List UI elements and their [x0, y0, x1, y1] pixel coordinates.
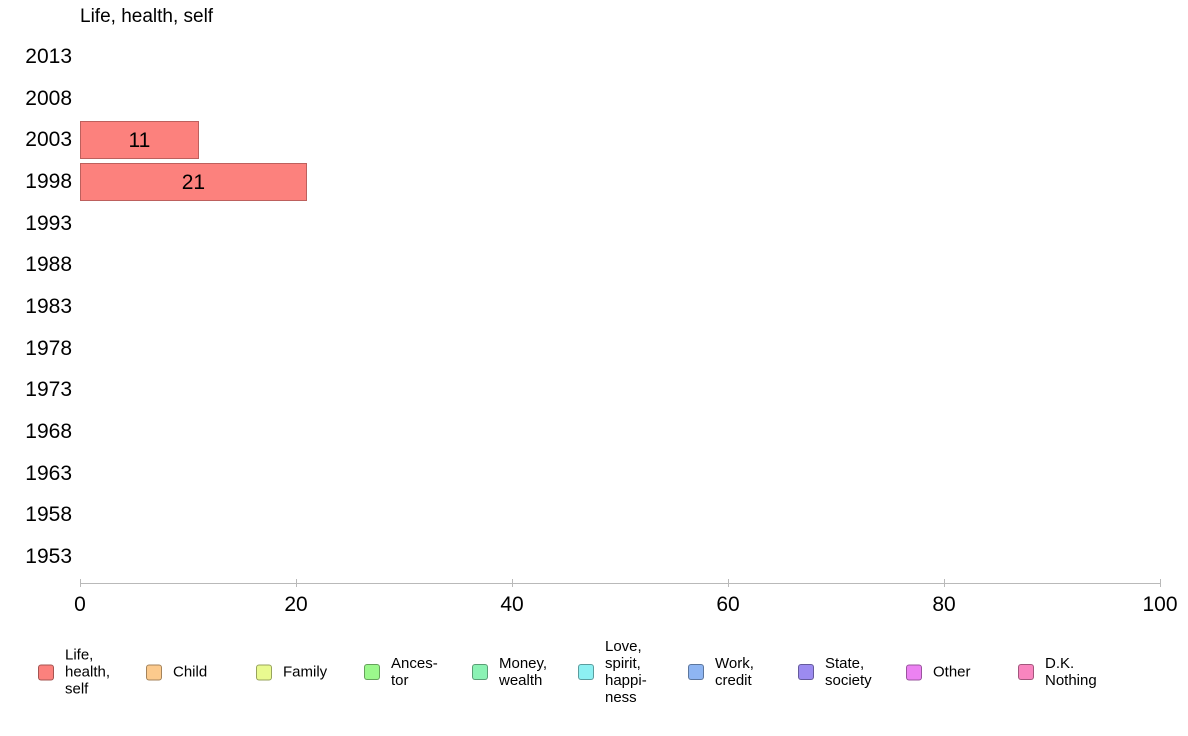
y-axis-label: 1988	[25, 253, 72, 277]
x-axis-tick-label: 60	[716, 593, 740, 616]
legend-swatch-icon	[688, 664, 704, 680]
x-axis-tick	[80, 579, 81, 587]
legend-swatch-icon	[578, 664, 594, 680]
legend-item[interactable]: Life, health, self	[38, 647, 110, 698]
legend-item-label: Money, wealth	[499, 655, 548, 689]
bar-value-label: 21	[181, 171, 206, 194]
legend-item-label: D.K. Nothing	[1045, 655, 1097, 689]
legend-item[interactable]: Other	[906, 664, 971, 681]
legend-item[interactable]: Work, credit	[688, 655, 754, 689]
legend-swatch-icon	[38, 664, 54, 680]
x-axis-tick	[512, 579, 513, 587]
legend-swatch-icon	[364, 664, 380, 680]
x-axis-tick	[1160, 579, 1161, 587]
x-axis-tick-label: 0	[74, 593, 86, 616]
legend-item-label: State, society	[825, 655, 872, 689]
legend-item-label: Love, spirit, happi- ness	[605, 638, 647, 706]
legend-item-label: Ances- tor	[391, 655, 438, 689]
legend-swatch-icon	[472, 664, 488, 680]
chart-title: Life, health, self	[80, 6, 214, 27]
y-axis-label: 1973	[25, 378, 72, 402]
legend-item-label: Child	[173, 663, 208, 681]
x-axis-tick-label: 20	[284, 593, 308, 616]
legend-item[interactable]: Family	[256, 664, 327, 681]
legend-item-label: Work, credit	[715, 655, 754, 689]
y-axis-label: 2008	[25, 86, 72, 110]
x-axis-tick	[728, 579, 729, 587]
y-axis-label: 1958	[25, 503, 72, 527]
bar[interactable]: 21	[80, 163, 307, 201]
legend-item[interactable]: Money, wealth	[472, 655, 547, 689]
bar[interactable]: 11	[80, 121, 199, 160]
legend-swatch-icon	[256, 664, 272, 680]
y-axis-label: 1978	[25, 336, 72, 360]
y-axis-label: 1993	[25, 211, 72, 235]
legend-swatch-icon	[798, 664, 814, 680]
x-axis-line	[80, 583, 1161, 584]
legend-item-label: Other	[933, 663, 971, 681]
y-axis-label: 2003	[25, 128, 72, 152]
legend-swatch-icon	[1018, 664, 1034, 680]
y-axis-label: 1968	[25, 420, 72, 444]
x-axis-tick-label: 40	[500, 593, 524, 616]
y-axis-label: 1983	[25, 295, 72, 319]
x-axis-tick-label: 80	[932, 593, 956, 616]
legend-item[interactable]: Love, spirit, happi- ness	[578, 638, 647, 706]
legend-item[interactable]: Ances- tor	[364, 655, 438, 689]
legend-item-label: Life, health, self	[65, 646, 111, 698]
y-axis-label: 1953	[25, 545, 72, 569]
bar-value-label: 11	[128, 129, 151, 153]
legend-swatch-icon	[146, 664, 162, 680]
y-axis-label: 1998	[25, 170, 72, 193]
y-axis-label: 1963	[25, 461, 72, 485]
x-axis-tick-label: 100	[1142, 593, 1178, 616]
legend-item-label: Family	[283, 663, 328, 681]
y-axis-label: 2013	[25, 45, 72, 68]
legend-swatch-icon	[906, 664, 922, 680]
x-axis-tick	[296, 579, 297, 587]
legend-item[interactable]: Child	[146, 664, 207, 681]
x-axis-tick	[944, 579, 945, 587]
legend-item[interactable]: State, society	[798, 655, 872, 689]
legend-item[interactable]: D.K. Nothing	[1018, 655, 1097, 689]
